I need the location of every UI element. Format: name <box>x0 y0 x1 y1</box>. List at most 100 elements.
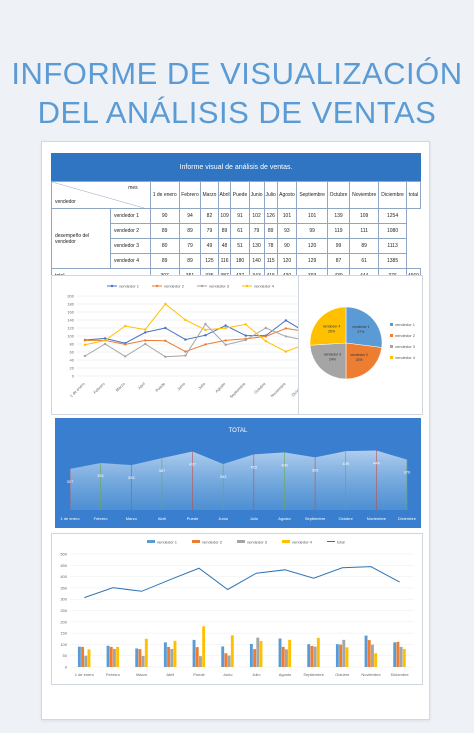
data-point <box>264 335 268 338</box>
bar <box>285 649 288 667</box>
x-tick-label: Octubre <box>253 381 267 395</box>
table-cell: 89 <box>149 223 180 239</box>
x-tick-label: Abril <box>166 672 174 677</box>
data-point <box>204 322 207 326</box>
legend-label: vendedor 3 <box>395 344 416 349</box>
bar <box>87 649 91 667</box>
slice-name-label: vendedor 1 <box>352 325 370 329</box>
bar-chart: 0 50 100 150 200 250 300 350 400 450 500 1 de enero… <box>60 540 414 677</box>
legend-label: vendedor 1 <box>395 322 416 327</box>
table-corner-cell: mes vendedor <box>51 181 151 209</box>
bar <box>253 649 257 667</box>
x-tick-label: Septiembre <box>303 672 324 677</box>
table-cell: 99 <box>327 238 350 254</box>
x-tick-label: Junio <box>176 381 187 392</box>
legend-swatch <box>390 334 393 337</box>
bar <box>195 647 199 667</box>
table-cell: 102 <box>248 208 265 224</box>
table-cell: 129 <box>296 253 329 269</box>
y-tick-label: 120 <box>67 326 74 331</box>
data-label: 387 <box>159 468 166 473</box>
table-cell: 116 <box>217 253 232 269</box>
legend-swatch <box>390 345 393 348</box>
series-line <box>84 303 307 353</box>
bar <box>163 642 167 667</box>
legend-swatch <box>282 540 290 543</box>
table-cell: 111 <box>348 223 380 239</box>
seller-name-cell: vendedor 2 <box>110 223 151 239</box>
data-label: 439 <box>342 461 349 466</box>
x-tick-label: Puede <box>193 672 205 677</box>
pie-chart: vendedor 127%vendedor 223%vendedor 324%v… <box>309 306 416 380</box>
bar <box>339 644 343 667</box>
bar <box>144 638 148 667</box>
seller-name-cell: vendedor 1 <box>110 208 151 224</box>
x-tick-label: Agosto <box>279 672 292 677</box>
y-tick-label: 80 <box>70 342 75 347</box>
y-tick-label: 50 <box>63 653 68 658</box>
legend-label: vendedor 4 <box>254 284 275 289</box>
data-point <box>244 323 247 326</box>
bar <box>256 637 260 667</box>
bar <box>374 653 378 667</box>
table-header-title: Informe visual de análisis de ventas. <box>179 163 293 171</box>
data-point <box>164 355 167 358</box>
data-point <box>244 338 247 342</box>
y-tick-label: 0 <box>72 374 75 379</box>
seller-name-cell: vendedor 4 <box>110 253 151 269</box>
data-point <box>284 350 288 353</box>
table-cell: 109 <box>217 208 232 224</box>
data-point <box>224 326 227 330</box>
data-point <box>144 331 147 334</box>
table-month-header: Septiembre <box>296 181 329 209</box>
bar <box>135 648 139 667</box>
seller-group-label: desempeño del vendedor <box>51 208 111 269</box>
x-tick-label: Marzo <box>114 381 126 393</box>
y-tick-label: 20 <box>70 366 75 371</box>
x-tick-label: Junio <box>223 672 233 677</box>
data-label: 430 <box>281 462 288 467</box>
data-point <box>103 339 107 342</box>
slice-name-label: vendedor 2 <box>350 353 368 357</box>
slice-name-label: vendedor 4 <box>323 324 341 328</box>
data-label: 307 <box>67 479 74 484</box>
bar <box>221 646 225 667</box>
table-cell: 125 <box>200 253 219 269</box>
data-point <box>204 343 207 346</box>
table-cell: 78 <box>263 238 278 254</box>
x-tick-label: Puede <box>154 381 166 393</box>
legend-label: total <box>337 540 345 545</box>
table-cell: 89 <box>178 223 202 239</box>
table-month-header: 1 de enero <box>149 181 180 209</box>
table-month-header: Puede <box>230 181 250 209</box>
bar <box>371 644 374 667</box>
bar <box>288 639 292 667</box>
table-cell: 51 <box>230 238 250 254</box>
data-label: 437 <box>189 461 196 466</box>
data-label: 351 <box>97 473 104 478</box>
data-point <box>204 328 207 332</box>
data-point <box>284 319 288 322</box>
data-point <box>224 343 227 346</box>
table-cell: 101 <box>296 208 329 224</box>
table-header-row: mes vendedor 1 de enero Febrero Marzo Abril… <box>51 181 422 209</box>
table-header: Informe visual de análisis de ventas. <box>51 153 421 181</box>
x-tick-label: Octubre <box>335 672 350 677</box>
table-cell: 101 <box>276 208 298 224</box>
x-tick-label: Agosto <box>214 381 227 394</box>
line-chart: 0 20 40 60 80 100 120 140 160 180 200 1 de enero Feb… <box>67 284 314 399</box>
y-tick-label: 400 <box>60 574 67 579</box>
x-tick-label: Abril <box>137 381 146 390</box>
y-tick-label: 250 <box>60 608 67 613</box>
total-line <box>84 566 400 599</box>
y-tick-label: 200 <box>60 619 67 624</box>
bar <box>230 635 234 667</box>
x-tick-label: Abril <box>158 516 166 521</box>
x-tick-label: Julio <box>250 516 259 521</box>
table-cell: 99 <box>296 223 329 239</box>
legend-marker <box>245 284 249 288</box>
x-tick-label: Octubre <box>339 516 354 521</box>
data-point <box>184 318 187 322</box>
table-cell: 1385 <box>378 253 407 269</box>
data-point <box>204 334 207 337</box>
